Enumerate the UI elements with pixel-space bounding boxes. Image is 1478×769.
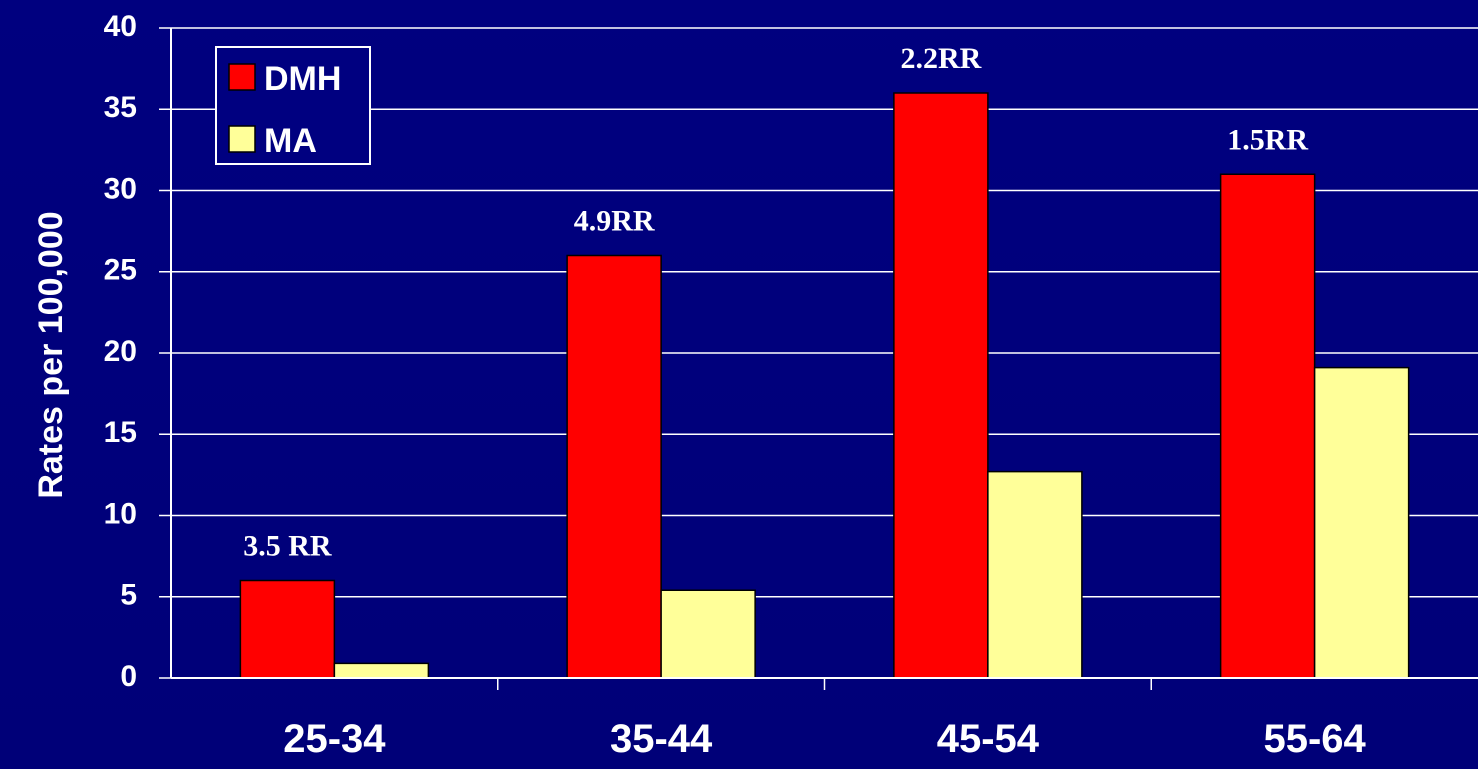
y-tick-label: 25 [104,254,137,287]
y-tick-label: 5 [120,579,137,612]
legend-swatch-dmh [228,63,256,91]
bar-dmh-25-34 [239,579,336,679]
x-tick-label: 45-54 [937,717,1040,761]
bar-dmh-55-64 [1219,173,1316,679]
x-tick-labels: 25-34 35-44 45-54 55-64 [283,717,1366,761]
bar-ma-35-44 [660,589,756,679]
axes [170,28,1478,690]
rr-annotation: 2.2RR [900,42,981,75]
bars [239,92,1410,679]
y-tick-label: 35 [104,91,137,124]
x-tick-label: 35-44 [610,717,713,761]
legend-label-ma: MA [264,122,317,160]
bar-dmh-45-54 [893,92,989,679]
y-axis-label: Rates per 100,000 [32,211,70,498]
rr-annotation: 3.5 RR [243,530,332,563]
y-tick-labels: 0 5 10 15 20 25 30 35 40 [104,10,137,693]
annotations: 3.5 RR 4.9RR 2.2RR 1.5RR [243,42,1308,563]
bar-ma-45-54 [987,470,1083,679]
legend: DMH MA [215,46,371,165]
y-tick-label: 0 [120,660,137,693]
y-tick-label: 20 [104,335,137,368]
x-tick-label: 55-64 [1263,717,1366,761]
bar-ma-25-34 [333,662,430,679]
x-tick-label: 25-34 [283,717,386,761]
y-tick-label: 30 [104,172,137,205]
bar-dmh-35-44 [566,254,662,679]
y-tick-label: 15 [104,416,137,449]
legend-swatch-ma [228,125,256,153]
rr-annotation: 1.5RR [1227,123,1308,156]
y-tick-label: 40 [104,10,137,43]
bar-ma-55-64 [1313,366,1410,679]
legend-label-dmh: DMH [264,60,341,98]
rr-annotation: 4.9RR [574,205,655,238]
y-tick-label: 10 [104,497,137,530]
